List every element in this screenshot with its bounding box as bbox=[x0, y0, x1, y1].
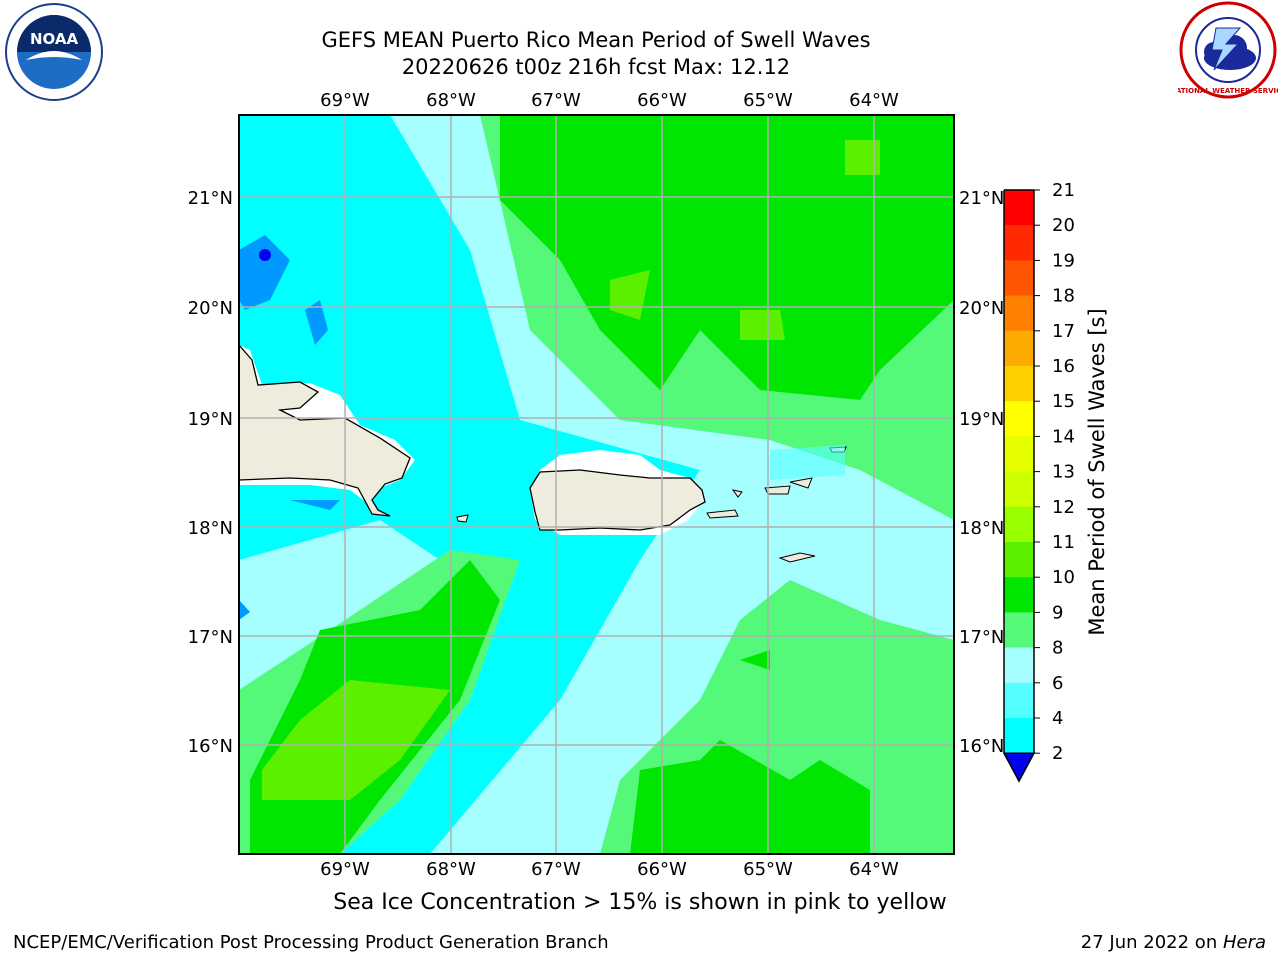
colorbar-tick-label: 11 bbox=[1052, 532, 1075, 553]
colorbar-tick-label: 9 bbox=[1052, 602, 1063, 623]
lon-label-top: 68°W bbox=[426, 90, 476, 111]
lat-label-left: 19°N bbox=[188, 409, 233, 430]
colorbar-tick-label: 12 bbox=[1052, 497, 1075, 518]
colorbar-tick-label: 14 bbox=[1052, 426, 1075, 447]
colorbar-segment bbox=[1004, 577, 1034, 613]
colorbar-tick-label: 13 bbox=[1052, 462, 1075, 483]
lon-label-bottom: 68°W bbox=[426, 859, 476, 880]
nws-logo-text: NATIONAL WEATHER SERVICE bbox=[1178, 87, 1278, 95]
lon-label-bottom: 67°W bbox=[531, 859, 581, 880]
colorbar-segment bbox=[1004, 471, 1034, 508]
colorbar-label: Mean Period of Swell Waves [s] bbox=[1085, 308, 1109, 635]
colorbar-tick-label: 16 bbox=[1052, 356, 1075, 377]
lon-label-bottom: 65°W bbox=[743, 859, 793, 880]
colorbar-segment bbox=[1004, 718, 1034, 754]
colorbar-segment bbox=[1004, 366, 1034, 402]
colorbar-extend-triangle bbox=[1002, 752, 1036, 783]
nws-logo: NATIONAL WEATHER SERVICE bbox=[1178, 1, 1278, 99]
lon-label-bottom: 64°W bbox=[849, 859, 899, 880]
chart-title: GEFS MEAN Puerto Rico Mean Period of Swe… bbox=[321, 28, 871, 52]
colorbar-tick-label: 2 bbox=[1052, 743, 1063, 764]
lat-label-left: 21°N bbox=[188, 188, 233, 209]
footer-date-text: 27 Jun 2022 on bbox=[1080, 932, 1223, 953]
colorbar-segment bbox=[1004, 612, 1034, 649]
colorbar-segment bbox=[1004, 401, 1034, 437]
map-gridlines bbox=[239, 115, 954, 854]
lon-label-top: 69°W bbox=[320, 90, 370, 111]
footer-machine: Hera bbox=[1222, 932, 1266, 953]
colorbar-segment bbox=[1004, 436, 1034, 473]
lat-label-right: 16°N bbox=[959, 736, 1004, 757]
colorbar-tick-label: 6 bbox=[1052, 673, 1063, 694]
colorbar-tick-label: 18 bbox=[1052, 286, 1075, 307]
colorbar-tick-label: 17 bbox=[1052, 321, 1075, 342]
colorbar-segment bbox=[1004, 506, 1034, 543]
lat-label-right: 17°N bbox=[959, 627, 1004, 648]
lon-label-bottom: 66°W bbox=[637, 859, 687, 880]
colorbar-tick-label: 4 bbox=[1052, 708, 1063, 729]
chart-subtitle: 20220626 t00z 216h fcst Max: 12.12 bbox=[401, 55, 791, 79]
colorbar-tick-label: 10 bbox=[1052, 567, 1075, 588]
colorbar-segment bbox=[1004, 295, 1034, 332]
colorbar-segment bbox=[1004, 260, 1034, 297]
lon-label-top: 64°W bbox=[849, 90, 899, 111]
swell-period-field bbox=[239, 115, 954, 854]
colorbar-tick-label: 15 bbox=[1052, 391, 1075, 412]
colorbar-tick-label: 20 bbox=[1052, 215, 1075, 236]
lat-label-right: 18°N bbox=[959, 518, 1004, 539]
lon-label-top: 65°W bbox=[743, 90, 793, 111]
lat-label-left: 16°N bbox=[188, 736, 233, 757]
noaa-logo: NOAA bbox=[5, 3, 103, 101]
lat-label-left: 17°N bbox=[188, 627, 233, 648]
lat-label-left: 20°N bbox=[188, 298, 233, 319]
colorbar-segment bbox=[1004, 647, 1034, 684]
colorbar-tick-label: 21 bbox=[1052, 180, 1075, 201]
colorbar-segment bbox=[1004, 682, 1034, 719]
footer-date: 27 Jun 2022 on Hera bbox=[1081, 932, 1266, 953]
colorbar-segment bbox=[1004, 225, 1034, 261]
lat-label-right: 19°N bbox=[959, 409, 1004, 430]
footer-credit: NCEP/EMC/Verification Post Processing Pr… bbox=[13, 932, 609, 953]
lon-label-top: 66°W bbox=[637, 90, 687, 111]
colorbar-segment bbox=[1004, 330, 1034, 367]
lat-label-right: 20°N bbox=[959, 298, 1004, 319]
lat-label-right: 21°N bbox=[959, 188, 1004, 209]
colorbar-segment bbox=[1004, 542, 1034, 578]
colorbar-segment bbox=[1004, 190, 1034, 226]
colorbar-tick-label: 8 bbox=[1052, 638, 1063, 659]
noaa-logo-text: NOAA bbox=[30, 30, 79, 48]
lat-label-left: 18°N bbox=[188, 518, 233, 539]
sea-ice-caption: Sea Ice Concentration > 15% is shown in … bbox=[333, 890, 947, 915]
colorbar-tick-label: 19 bbox=[1052, 250, 1075, 271]
lon-label-top: 67°W bbox=[531, 90, 581, 111]
lon-label-bottom: 69°W bbox=[320, 859, 370, 880]
colorbar: 21 20 19 18 17 16 15 14 13 12 11 10 9 8 6 4 2 bbox=[1002, 180, 1075, 783]
map-frame bbox=[238, 114, 955, 855]
